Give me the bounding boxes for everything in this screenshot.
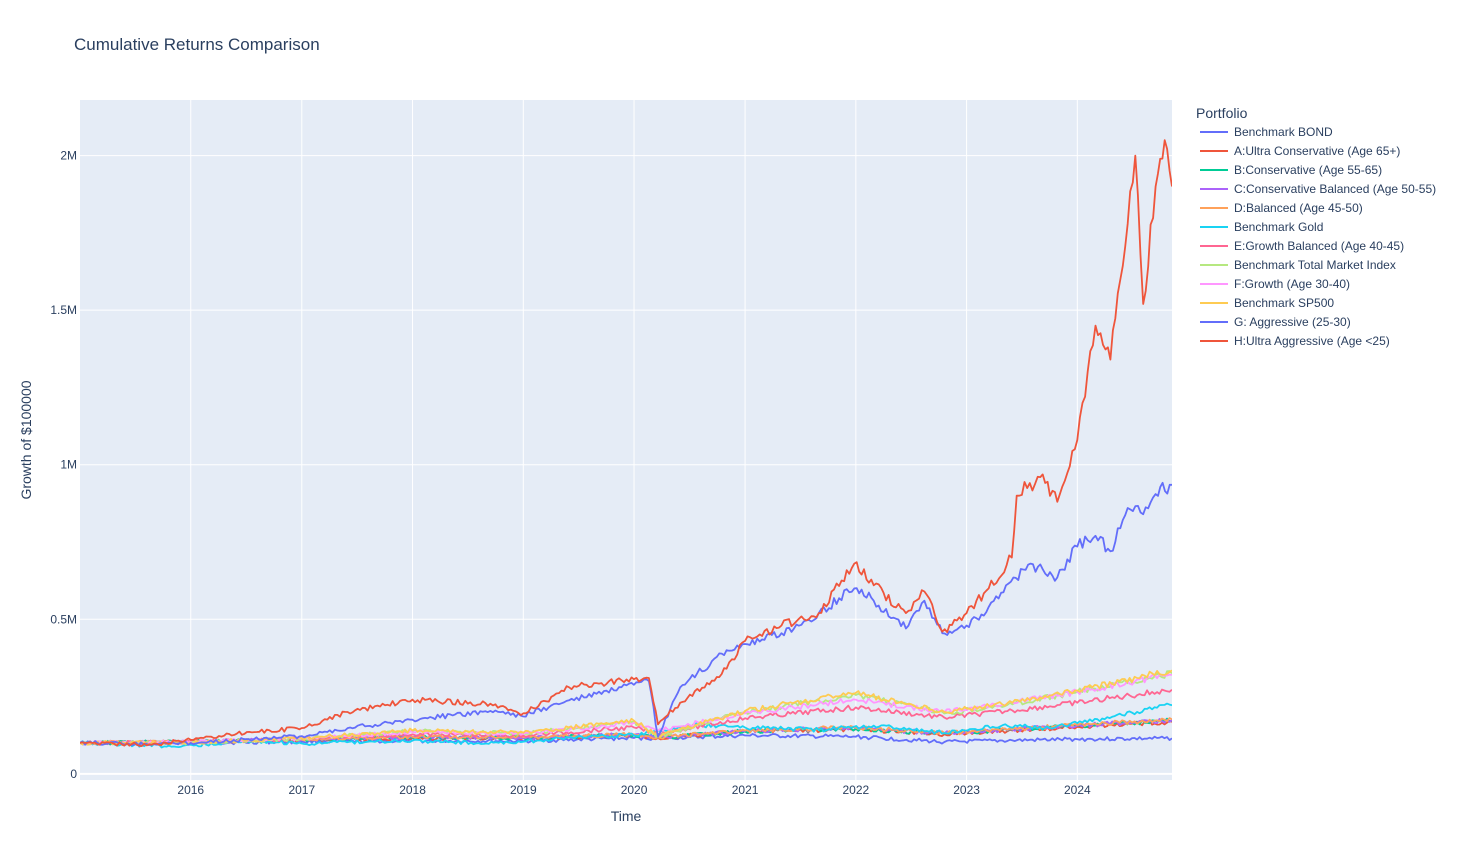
x-tick-label: 2022 <box>842 783 869 797</box>
y-axis-title: Growth of $100000 <box>18 380 34 499</box>
legend-label: Benchmark Total Market Index <box>1234 258 1396 272</box>
x-tick-label: 2021 <box>732 783 759 797</box>
legend-label: Benchmark Gold <box>1234 220 1323 234</box>
legend[interactable]: Benchmark BOND A:Ultra Conservative (Age … <box>1200 125 1436 348</box>
x-tick-label: 2018 <box>399 783 426 797</box>
series-line <box>80 481 1172 747</box>
legend-label: G: Aggressive (25-30) <box>1234 315 1351 329</box>
x-tick-label: 2019 <box>510 783 537 797</box>
series-lines <box>80 139 1172 749</box>
legend-item[interactable]: D:Balanced (Age 45-50) <box>1200 201 1363 215</box>
x-tick-label: 2016 <box>177 783 204 797</box>
y-tick-label: 2M <box>60 149 77 163</box>
y-tick-label: 0 <box>70 767 77 781</box>
y-tick-label: 1M <box>60 458 77 472</box>
series-line <box>80 139 1172 747</box>
legend-item[interactable]: F:Growth (Age 30-40) <box>1200 277 1350 291</box>
legend-item[interactable]: Benchmark BOND <box>1200 125 1333 139</box>
legend-item[interactable]: G: Aggressive (25-30) <box>1200 315 1351 329</box>
chart-title: Cumulative Returns Comparison <box>74 35 320 54</box>
x-axis-title: Time <box>611 808 642 824</box>
legend-item[interactable]: H:Ultra Aggressive (Age <25) <box>1200 334 1390 348</box>
legend-item[interactable]: C:Conservative Balanced (Age 50-55) <box>1200 182 1436 196</box>
legend-title: Portfolio <box>1196 105 1248 121</box>
y-tick-label: 0.5M <box>50 612 77 626</box>
legend-label: Benchmark BOND <box>1234 125 1333 139</box>
x-tick-label: 2020 <box>621 783 648 797</box>
legend-item[interactable]: B:Conservative (Age 55-65) <box>1200 163 1382 177</box>
axis-ticks: 0 0.5M 1M 1.5M 2M 2016 2017 2018 2019 2020 2021 202… <box>50 149 1091 797</box>
legend-item[interactable]: Benchmark Gold <box>1200 220 1323 234</box>
legend-item[interactable]: A:Ultra Conservative (Age 65+) <box>1200 144 1400 158</box>
plot-background <box>80 100 1172 780</box>
legend-label: Benchmark SP500 <box>1234 296 1334 310</box>
legend-label: A:Ultra Conservative (Age 65+) <box>1234 144 1400 158</box>
y-tick-label: 1.5M <box>50 303 77 317</box>
legend-label: D:Balanced (Age 45-50) <box>1234 201 1363 215</box>
legend-label: C:Conservative Balanced (Age 50-55) <box>1234 182 1436 196</box>
legend-item[interactable]: Benchmark SP500 <box>1200 296 1334 310</box>
legend-item[interactable]: E:Growth Balanced (Age 40-45) <box>1200 239 1404 253</box>
legend-label: B:Conservative (Age 55-65) <box>1234 163 1382 177</box>
x-tick-label: 2017 <box>288 783 315 797</box>
x-tick-label: 2023 <box>953 783 980 797</box>
legend-label: H:Ultra Aggressive (Age <25) <box>1234 334 1390 348</box>
x-tick-label: 2024 <box>1064 783 1091 797</box>
legend-label: F:Growth (Age 30-40) <box>1234 277 1350 291</box>
legend-label: E:Growth Balanced (Age 40-45) <box>1234 239 1404 253</box>
series-line <box>80 669 1172 746</box>
legend-item[interactable]: Benchmark Total Market Index <box>1200 258 1396 272</box>
